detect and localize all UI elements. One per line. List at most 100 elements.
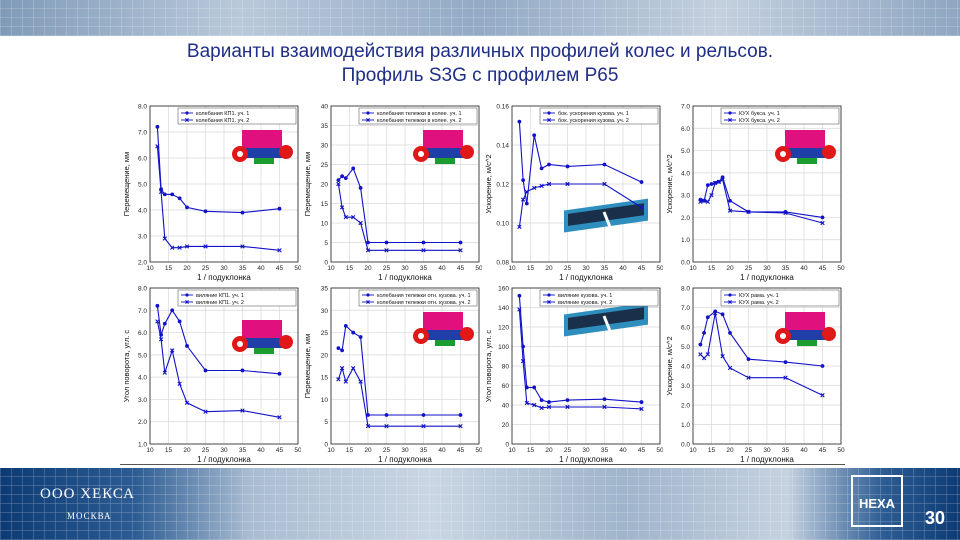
chart-panel-4: 0.0 1.0 2.0 3.0 4.0 5.0 6.0 7.0 10 15 20 25 30 35 40 45… [663,100,845,283]
carbody-arrow [602,211,614,233]
data-point-stroke [203,409,208,414]
bogie-hub [418,333,424,339]
data-point [705,199,710,205]
data-point-stroke [517,224,522,230]
data-point-stroke [458,423,463,429]
bogie-beam [240,148,290,158]
plot-frame [692,287,842,445]
y-tick-label: 0.14 [496,143,509,150]
data-point-stroke [783,210,788,216]
x-tick-label: 15 [708,447,716,454]
x-tick-label: 35 [601,447,609,454]
company-city: МОСКВА [67,511,112,521]
y-tick-label: 5.0 [138,182,147,189]
data-point-stroke [539,405,544,411]
chart-svg: 0.0 1.0 2.0 3.0 4.0 5.0 6.0 7.0 8.0 10 15 20 25 30 35 4… [663,282,845,465]
bogie-model-icon [232,130,293,164]
plot-frame [330,287,480,445]
data-point-stroke [343,379,348,384]
legend-label: КУХ рама. уч. 2 [739,300,779,306]
chart-grid: 2.0 3.0 4.0 5.0 6.0 7.0 8.0 10 15 20 25 30 35 40 45 50 1… [120,100,845,465]
x-tick-label: 30 [763,265,771,272]
x-tick-label: 40 [619,265,627,272]
data-point [158,189,164,194]
data-point-stroke [203,244,208,249]
chart-svg: 0.0 1.0 2.0 3.0 4.0 5.0 6.0 7.0 10 15 20 25 30 35 40 45… [663,100,845,283]
x-tick-label: 15 [346,265,354,272]
x-tick-label: 50 [294,447,302,454]
x-tick-label: 35 [601,265,609,272]
x-tick-label: 15 [527,265,535,272]
data-point [358,379,363,384]
chart-panel-6: 0 5 10 15 20 25 30 35 10 15 20 25 30 35 40 45 50 1 / поду… [301,282,483,465]
data-point [384,423,389,429]
bogie-hub [237,341,243,347]
bogie-spring [435,340,455,346]
data-point [820,364,825,368]
data-point-stroke [240,244,245,249]
y-tick-label: 4.0 [138,208,147,215]
data-point [158,337,164,342]
data-point-stroke [358,220,363,226]
x-tick-label: 35 [782,265,790,272]
x-tick-label: 10 [689,265,697,272]
data-point [524,201,529,206]
bogie-spring [797,158,817,164]
x-tick-label: 50 [294,265,302,272]
y-tick-label: 6.0 [138,330,147,337]
data-point-stroke [158,189,164,194]
bogie-beam [783,330,833,340]
x-axis-title: 1 / подуклонка [559,273,613,282]
y-tick-label: 1.0 [681,237,690,244]
data-point [521,178,525,182]
data-point [705,352,710,357]
x-tick-label: 45 [457,447,465,454]
data-point-stroke [520,197,526,202]
data-point-stroke [184,400,190,405]
y-tick-label: 3.0 [681,383,690,390]
x-tick-label: 25 [202,265,210,272]
y-tick-label: 3.0 [681,193,690,200]
y-tick-label: 7.0 [681,104,690,111]
data-point [701,356,707,361]
data-point [351,366,356,371]
bogie-spring [797,340,817,346]
data-point [539,183,544,189]
chart-background [301,100,483,283]
y-tick-label: 10 [321,221,329,228]
x-tick-label: 40 [619,447,627,454]
chart-background [663,282,845,465]
y-tick-label: 7.0 [138,308,147,315]
data-point [517,293,522,298]
x-tick-label: 30 [220,265,228,272]
y-axis-title: Угол поворота, угл. с [484,330,493,402]
x-tick-label: 10 [327,447,335,454]
slide-title-line-2: Профиль S3G с профилем Р65 [341,65,619,86]
header-band [0,0,960,36]
data-point [170,192,175,197]
data-point-stroke [532,402,537,408]
legend-marker-x [728,118,732,122]
data-point [727,365,733,371]
data-point [170,245,175,250]
data-point-stroke [720,354,725,359]
legend-label: колебания тележки отн. кузова. уч. 2 [377,300,471,306]
data-point [336,181,341,187]
data-point-stroke [358,379,363,384]
data-point-stroke [520,358,526,364]
bogie-model-icon [413,312,474,346]
data-point [701,198,707,203]
chart-svg: 2.0 3.0 4.0 5.0 6.0 7.0 8.0 10 15 20 25 30 35 40 45 50 1… [120,100,302,283]
data-point-stroke [162,236,167,241]
y-tick-label: 5.0 [681,344,690,351]
y-tick-label: 8.0 [681,286,690,293]
data-point [343,323,348,328]
bogie-hub [780,333,786,339]
bogie-wheel [279,145,293,159]
divider-line [120,464,845,465]
data-point [351,166,356,171]
data-point-stroke [701,356,707,361]
x-tick-label: 10 [689,447,697,454]
data-point [170,308,175,313]
